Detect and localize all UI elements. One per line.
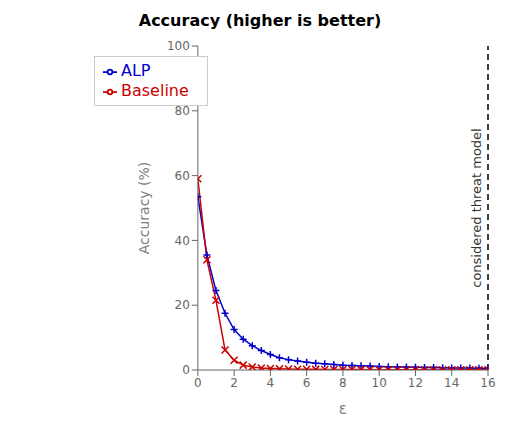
svg-text:considered threat model: considered threat model (469, 128, 484, 288)
svg-text:40: 40 (175, 234, 190, 248)
svg-text:14: 14 (444, 376, 459, 390)
svg-text:Accuracy (%): Accuracy (%) (136, 162, 152, 255)
svg-text:8: 8 (339, 376, 347, 390)
svg-text:ε: ε (339, 400, 347, 418)
svg-text:12: 12 (408, 376, 423, 390)
svg-text:10: 10 (372, 376, 387, 390)
svg-text:16: 16 (480, 376, 495, 390)
svg-text:6: 6 (303, 376, 311, 390)
svg-text:20: 20 (175, 298, 190, 312)
html-text:Baseline: Baseline (121, 81, 189, 100)
svg-text:100: 100 (167, 39, 190, 53)
svg-text:60: 60 (175, 169, 190, 183)
svg-text:0: 0 (182, 363, 190, 377)
svg-text:2: 2 (230, 376, 238, 390)
svg-text:4: 4 (267, 376, 275, 390)
svg-text:80: 80 (175, 104, 190, 118)
html-text:Accuracy (higher is better): Accuracy (higher is better) (138, 11, 382, 30)
html-text:ALP: ALP (121, 61, 151, 80)
svg-text:0: 0 (194, 376, 202, 390)
